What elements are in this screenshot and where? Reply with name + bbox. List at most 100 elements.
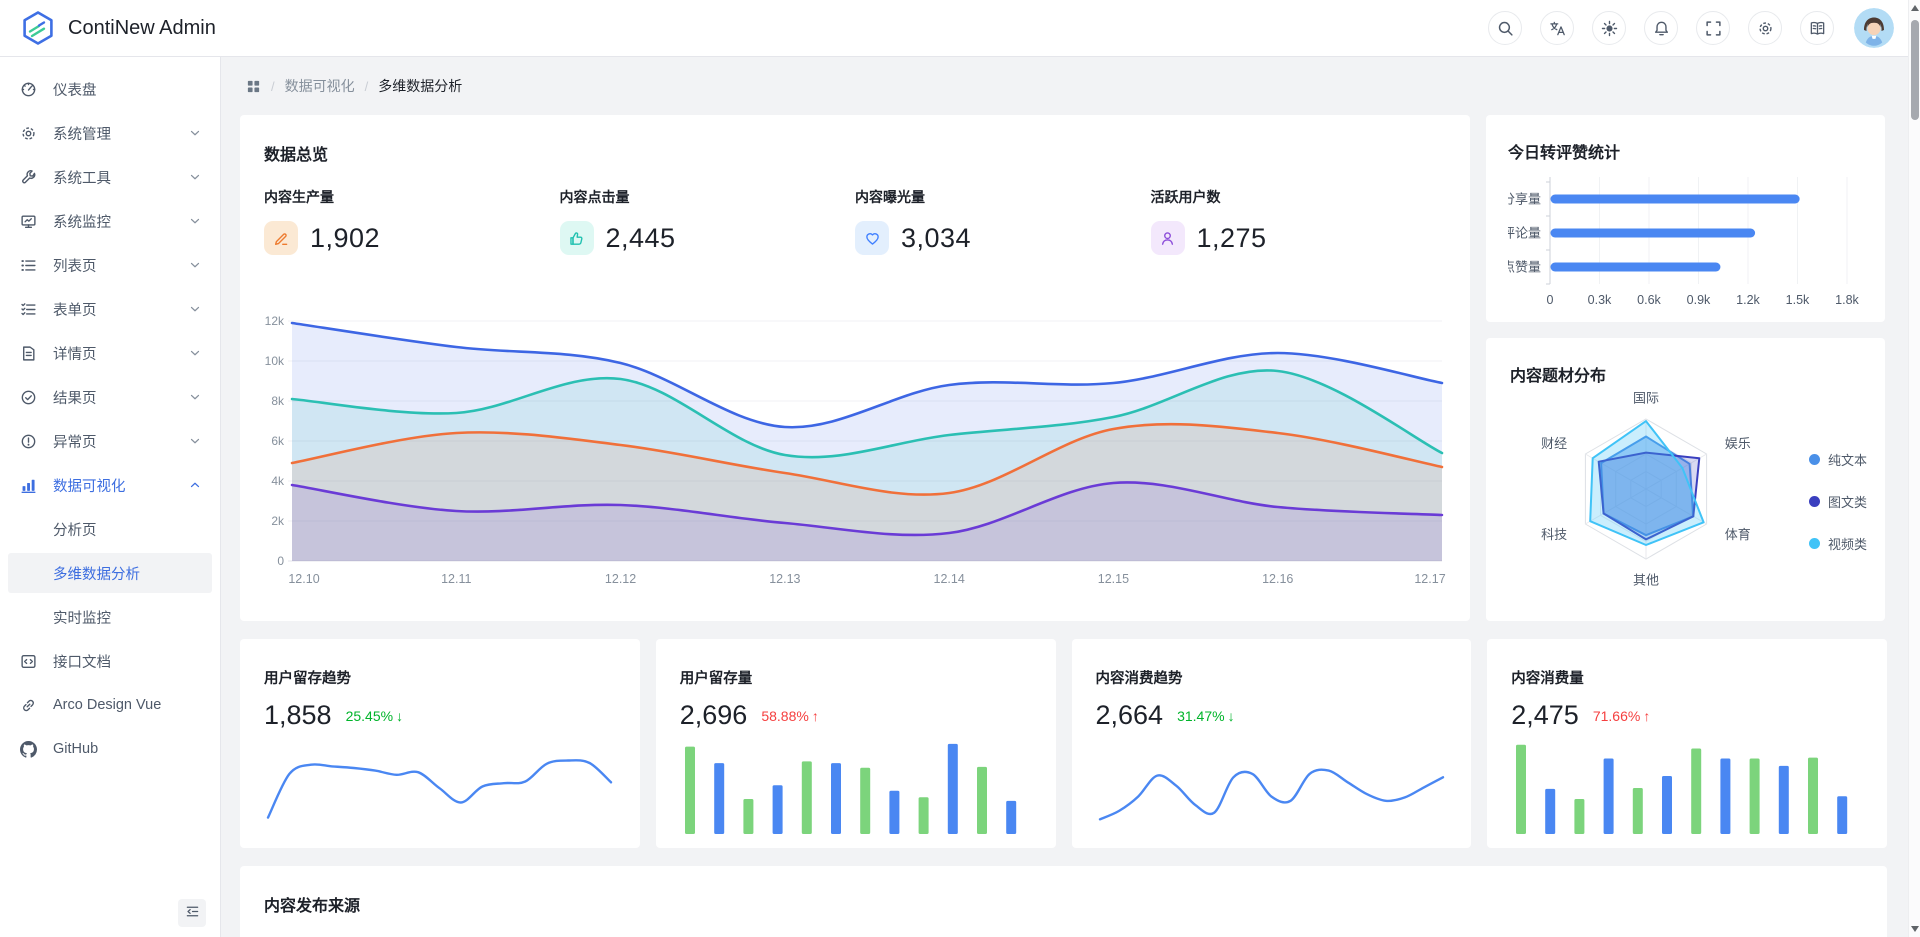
user-avatar[interactable]: [1854, 8, 1894, 48]
stat-3: 活跃用户数 1,275: [1150, 187, 1447, 255]
translate-button[interactable]: [1540, 11, 1574, 45]
svg-text:点赞量: 点赞量: [1508, 260, 1541, 275]
sidebar-item-13[interactable]: 接口文档: [8, 641, 212, 681]
right-column: 今日转评赞统计 0 0.3k 0.6k 0.9k 1.2k 1.5k 1.8k 分享量 评论量点…: [1486, 115, 1885, 621]
scroll-up-arrow[interactable]: [1911, 5, 1919, 11]
sidebar-item-label: 系统监控: [53, 214, 111, 231]
theme-toggle-button[interactable]: [1592, 11, 1626, 45]
stat-1: 内容点击量 2,445: [559, 187, 856, 255]
scroll-down-arrow[interactable]: [1911, 926, 1919, 932]
metric-title: 内容消费量: [1511, 671, 1584, 687]
wrench-icon: [20, 169, 38, 186]
stat-label: 内容生产量: [264, 189, 334, 205]
svg-text:财经: 财经: [1541, 436, 1567, 451]
sidebar-item-12[interactable]: 实时监控: [8, 597, 212, 637]
scrollbar-thumb[interactable]: [1910, 20, 1919, 120]
metric-bar-chart: [1516, 744, 1848, 834]
fullscreen-icon: [1705, 20, 1722, 37]
legend-dot: [1808, 538, 1820, 549]
stat-value: 3,034: [901, 222, 972, 253]
svg-text:0.3k: 0.3k: [1588, 293, 1612, 307]
svg-text:评论量: 评论量: [1508, 226, 1541, 241]
legend-item-1[interactable]: 图文类: [1808, 492, 1867, 511]
stat-chip: [1150, 221, 1185, 255]
svg-text:0: 0: [1547, 293, 1554, 307]
svg-text:0.6k: 0.6k: [1637, 293, 1661, 307]
sidebar-item-9[interactable]: 数据可视化: [8, 465, 212, 505]
sidebar-item-11[interactable]: 多维数据分析: [8, 553, 212, 593]
content: / 数据可视化 / 多维数据分析 数据总览 内容生产量 1,902 内容点击量 2,4…: [221, 57, 1908, 937]
sidebar-item-5[interactable]: 表单页: [8, 289, 212, 329]
search-button[interactable]: [1488, 11, 1522, 45]
scrollbar-track[interactable]: [1908, 0, 1920, 937]
metric-card-consumption-volume: 内容消费量 2,475 71.66% ↑: [1487, 639, 1887, 848]
chevron-down-icon: [188, 302, 202, 316]
metric-bar-chart: [684, 743, 1016, 834]
sidebar-item-1[interactable]: 系统管理: [8, 113, 212, 153]
breadcrumb-item[interactable]: 数据可视化: [284, 78, 355, 94]
sidebar-item-label: 结果页: [53, 390, 97, 407]
stat-chip: [264, 221, 298, 255]
svg-text:12.15: 12.15: [1098, 572, 1129, 586]
sidebar-item-3[interactable]: 系统监控: [8, 201, 212, 241]
svg-text:12.16: 12.16: [1262, 572, 1293, 586]
stat-label: 内容曝光量: [855, 189, 925, 205]
settings-button[interactable]: [1748, 11, 1782, 45]
pencil-icon: [273, 230, 290, 247]
sidebar-item-2[interactable]: 系统工具: [8, 157, 212, 197]
notifications-button[interactable]: [1644, 11, 1678, 45]
trend-down-arrow-icon: ↓: [396, 707, 404, 724]
breadcrumb-separator: /: [271, 78, 275, 94]
svg-text:4k: 4k: [271, 474, 285, 488]
sidebar-item-15[interactable]: GitHub: [8, 729, 212, 769]
svg-text:国际: 国际: [1633, 391, 1659, 406]
today-stats-card: 今日转评赞统计 0 0.3k 0.6k 0.9k 1.2k 1.5k 1.8k 分享量 评论量点…: [1486, 115, 1885, 322]
docs-button[interactable]: [1800, 11, 1834, 45]
svg-text:1.5k: 1.5k: [1786, 293, 1810, 307]
sidebar-item-4[interactable]: 列表页: [8, 245, 212, 285]
user-icon: [1159, 230, 1176, 247]
sidebar-item-8[interactable]: 异常页: [8, 421, 212, 461]
app-logo-icon: [20, 10, 56, 46]
sidebar-item-0[interactable]: 仪表盘: [8, 69, 212, 109]
sidebar-item-label: 列表页: [53, 258, 97, 275]
app-title: ContiNew Admin: [68, 16, 216, 39]
chevron-down-icon: [188, 258, 202, 272]
svg-text:体育: 体育: [1725, 527, 1751, 542]
legend-item-2[interactable]: 视频类: [1808, 534, 1867, 553]
sidebar-item-10[interactable]: 分析页: [8, 509, 212, 549]
metric-value: 2,664: [1095, 700, 1164, 730]
check-circle-icon: [20, 389, 38, 406]
sidebar: 仪表盘系统管理 系统工具系统监控列表页表单页详情页结果页异常页数据可视化分析页多维…: [0, 57, 221, 937]
svg-text:12.14: 12.14: [934, 572, 965, 586]
svg-text:娱乐: 娱乐: [1725, 436, 1751, 451]
sidebar-collapse-button[interactable]: [178, 899, 206, 927]
sidebar-item-label: 表单页: [53, 302, 97, 319]
sidebar-item-label: 异常页: [53, 434, 97, 451]
bar-chart-icon: [20, 477, 38, 494]
metric-change-value: 31.47%: [1177, 707, 1225, 724]
sun-icon: [1601, 20, 1618, 37]
menu-fold-icon: [185, 904, 200, 922]
sidebar-item-14[interactable]: Arco Design Vue: [8, 685, 212, 725]
svg-text:12.17: 12.17: [1414, 572, 1445, 586]
sidebar-item-label: 分析页: [53, 522, 97, 539]
sidebar-item-label: 详情页: [53, 346, 97, 363]
topic-distribution-card: 内容题材分布 国际 娱乐 体育 其他 科技 财经 纯文本 图文类 视频类: [1486, 338, 1885, 621]
apps-grid-icon[interactable]: [246, 79, 261, 94]
metric-title: 用户留存量: [679, 671, 753, 687]
sidebar-item-6[interactable]: 详情页: [8, 333, 212, 373]
topbar-actions: [1488, 8, 1894, 48]
stat-2: 内容曝光量 3,034: [855, 187, 1151, 255]
sidebar-item-7[interactable]: 结果页: [8, 377, 212, 417]
sidebar-item-label: 仪表盘: [53, 82, 97, 99]
breadcrumb-current: 多维数据分析: [378, 78, 463, 94]
legend-item-0[interactable]: 纯文本: [1808, 450, 1867, 469]
stat-value: 1,902: [310, 222, 381, 253]
legend-label: 视频类: [1827, 537, 1867, 552]
fullscreen-button[interactable]: [1696, 11, 1730, 45]
svg-text:12.12: 12.12: [605, 572, 636, 586]
sidebar-item-label: 实时监控: [53, 610, 111, 627]
svg-text:2k: 2k: [271, 514, 285, 528]
brand[interactable]: ContiNew Admin: [20, 10, 216, 46]
